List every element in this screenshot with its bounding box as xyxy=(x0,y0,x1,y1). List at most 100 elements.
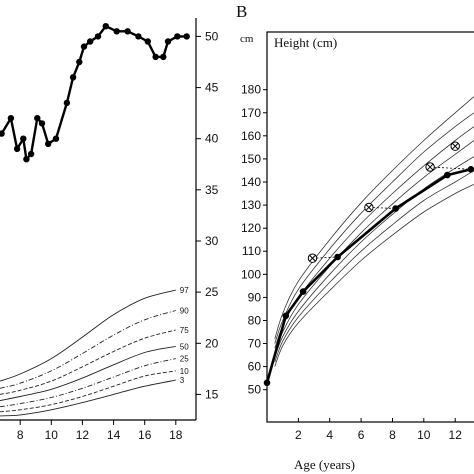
percentile-curve xyxy=(0,370,176,413)
data-point xyxy=(20,135,27,142)
data-point xyxy=(69,74,77,81)
reference-curve xyxy=(274,140,474,353)
data-point xyxy=(87,38,94,45)
reference-curve xyxy=(274,112,474,344)
y-tick-label: 130 xyxy=(241,198,261,212)
y-tick-label: 160 xyxy=(241,129,261,143)
x-tick-label: 12 xyxy=(449,428,463,442)
y-tick-label: 15 xyxy=(205,387,219,401)
y-tick-label: 180 xyxy=(241,83,261,97)
y-tick-label: 110 xyxy=(242,244,261,258)
x-tick-label: 8 xyxy=(17,428,24,442)
y-tick-label: 140 xyxy=(241,175,261,189)
data-point xyxy=(76,58,83,66)
data-point xyxy=(102,23,110,30)
x-tick-label: 16 xyxy=(138,428,152,442)
y-tick-label: 30 xyxy=(205,234,219,248)
percentile-curve xyxy=(0,289,176,382)
x-tick-label: 10 xyxy=(417,428,431,442)
reference-curve xyxy=(274,126,474,349)
reference-curve xyxy=(274,183,474,367)
y-tick-label: 50 xyxy=(205,29,219,43)
data-point xyxy=(334,253,341,261)
panel-b-x-ticks: 2 4 6 8 10 12 xyxy=(295,418,462,442)
data-point xyxy=(444,171,451,179)
panel-b-reference-curves xyxy=(274,96,474,367)
data-point xyxy=(164,38,172,45)
y-tick-label: 100 xyxy=(241,267,261,281)
series-line xyxy=(265,168,472,384)
panel-b-y-ticks: 50 60 70 80 90 100 110 120 130 140 150 160 170 180 xyxy=(241,83,267,397)
reference-curve xyxy=(274,96,474,340)
data-point xyxy=(392,205,399,212)
data-point xyxy=(113,28,120,35)
x-tick-label: 12 xyxy=(76,428,90,442)
y-tick-label: 45 xyxy=(205,81,219,95)
panel-a-series xyxy=(0,23,190,163)
panel-a-x-ticks: 8 10 12 14 16 18 xyxy=(17,420,183,442)
percentile-curve xyxy=(0,379,176,417)
data-point xyxy=(152,53,159,61)
y-tick-label: 60 xyxy=(248,360,262,374)
reference-curve xyxy=(274,170,474,363)
data-point xyxy=(299,288,307,295)
reference-curve xyxy=(274,156,474,358)
percentile-label: 97 xyxy=(180,286,189,295)
data-point xyxy=(80,43,88,50)
panel-b-series xyxy=(263,141,474,387)
y-tick-label: 20 xyxy=(205,336,219,350)
percentile-curve xyxy=(0,358,176,408)
data-point xyxy=(52,135,60,142)
data-point xyxy=(282,312,290,320)
leader-line xyxy=(430,166,471,170)
data-point xyxy=(0,130,5,137)
percentile-label: 3 xyxy=(180,376,185,385)
x-tick-label: 4 xyxy=(326,428,333,442)
panel-b-frame xyxy=(266,31,474,423)
percentile-label: 90 xyxy=(180,307,189,316)
panel-b-letter: B xyxy=(236,2,247,21)
data-point xyxy=(45,140,52,147)
percentile-label: 10 xyxy=(180,367,189,376)
data-point xyxy=(38,120,46,127)
series-line xyxy=(0,25,187,161)
x-tick-label: 10 xyxy=(45,428,59,442)
y-tick-label: 120 xyxy=(241,221,261,235)
panel-a-y-ticks: 15 20 25 30 35 40 45 50 xyxy=(196,29,219,401)
x-tick-label: 18 xyxy=(169,428,183,442)
data-point xyxy=(7,115,15,122)
y-tick-label: 80 xyxy=(248,314,262,328)
data-point xyxy=(27,150,35,158)
circled-x-marker xyxy=(307,253,318,263)
y-tick-label: 50 xyxy=(248,383,262,397)
panel-b-x-axis-label: Age (years) xyxy=(294,457,355,472)
panel-b-chart: B cm Height (cm) 50 60 70 80 90 100 110 120 130 1… xyxy=(236,2,474,472)
y-tick-label: 25 xyxy=(205,285,219,299)
x-tick-label: 6 xyxy=(358,428,365,442)
data-point xyxy=(13,145,21,153)
data-point xyxy=(174,33,181,40)
y-tick-label: 35 xyxy=(205,183,219,197)
data-point xyxy=(263,379,271,387)
y-tick-label: 170 xyxy=(241,106,261,120)
data-point xyxy=(34,115,41,122)
panel-b-unit-label: cm xyxy=(240,33,254,45)
data-point xyxy=(135,33,142,40)
x-tick-label: 14 xyxy=(107,428,121,442)
y-tick-label: 40 xyxy=(205,132,219,146)
data-point xyxy=(124,28,131,35)
data-point xyxy=(183,33,190,40)
panel-a-percentile-curves: 97 90 75 50 25 103 xyxy=(0,286,189,417)
percentile-curve xyxy=(0,345,176,402)
percentile-label: 25 xyxy=(180,355,189,364)
percentile-curve xyxy=(0,329,176,395)
y-tick-label: 90 xyxy=(248,290,262,304)
data-point xyxy=(144,38,151,45)
circled-x-marker xyxy=(425,162,435,172)
data-point xyxy=(63,99,71,107)
y-tick-label: 150 xyxy=(241,152,261,166)
percentile-curve xyxy=(0,310,176,389)
panel-b-title: Height (cm) xyxy=(274,35,337,50)
percentile-label: 75 xyxy=(180,326,189,335)
